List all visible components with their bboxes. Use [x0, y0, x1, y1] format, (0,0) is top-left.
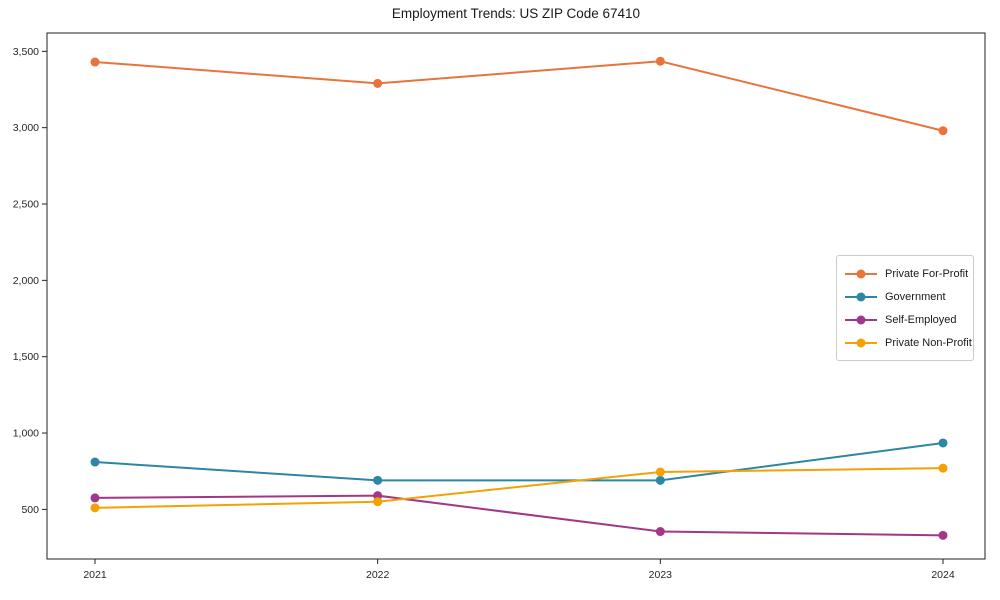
data-point	[90, 503, 100, 513]
x-tick-label: 2022	[366, 569, 390, 581]
data-point	[655, 467, 665, 477]
legend-marker-dot	[856, 338, 866, 347]
plot-border	[46, 32, 986, 560]
y-tick-label: 3,500	[13, 46, 39, 58]
data-point	[90, 493, 100, 503]
data-point	[373, 497, 383, 507]
series-line-private-for-profit	[94, 60, 944, 132]
legend-label: Government	[885, 290, 946, 303]
legend-item: Government	[845, 285, 965, 308]
legend-marker-dot	[856, 269, 866, 278]
y-tick-label: 3,000	[13, 122, 39, 134]
y-tick-label: 1,000	[13, 428, 39, 440]
data-point	[938, 126, 948, 136]
legend-item: Private For-Profit	[845, 262, 969, 285]
legend: Private For-Profit Government Self-Emplo…	[836, 255, 974, 361]
y-tick-label: 1,500	[13, 351, 39, 363]
chart-title: Employment Trends: US ZIP Code 67410	[391, 6, 641, 21]
legend-marker-dot	[856, 315, 866, 324]
series-line-self-employed	[94, 494, 944, 537]
data-point	[90, 57, 100, 67]
legend-line-swatch	[845, 338, 877, 347]
x-tick-label: 2024	[931, 569, 955, 581]
legend-label: Private For-Profit	[885, 267, 969, 280]
legend-line-swatch	[845, 269, 877, 278]
legend-line-swatch	[845, 292, 877, 301]
data-point	[90, 457, 100, 467]
data-point	[655, 475, 665, 485]
data-point	[373, 475, 383, 485]
data-point	[938, 463, 948, 473]
data-point	[938, 530, 948, 540]
data-point	[938, 438, 948, 448]
series-line-private-non-profit	[94, 467, 944, 509]
data-point	[655, 527, 665, 537]
series-line-government	[94, 441, 944, 482]
y-tick-label: 500	[21, 504, 39, 516]
data-point	[655, 56, 665, 66]
legend-label: Private Non-Profit	[885, 336, 972, 349]
legend-marker-dot	[856, 292, 866, 301]
y-tick-label: 2,000	[13, 275, 39, 287]
legend-item: Private Non-Profit	[845, 331, 972, 354]
x-tick-label: 2021	[83, 569, 107, 581]
data-point	[373, 78, 383, 88]
legend-item: Self-Employed	[845, 308, 965, 331]
legend-line-swatch	[845, 315, 877, 324]
y-tick-label: 2,500	[13, 199, 39, 211]
x-tick-label: 2023	[649, 569, 673, 581]
legend-label: Self-Employed	[885, 313, 957, 326]
